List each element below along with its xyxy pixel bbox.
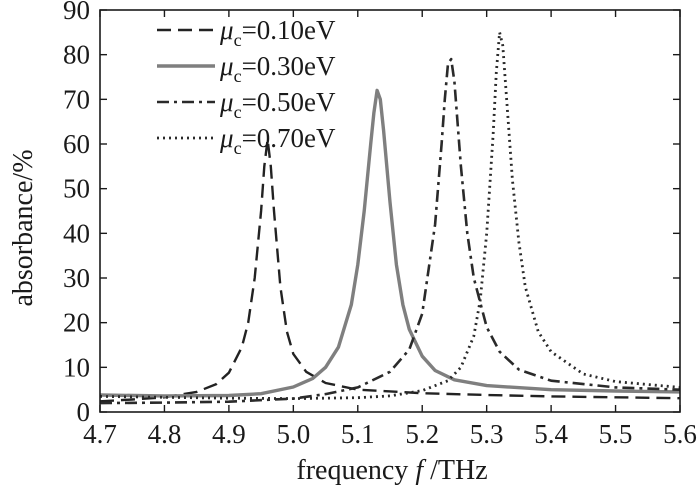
series-line-0	[99, 138, 681, 403]
y-tick-label-5: 50	[63, 174, 90, 204]
y-tick-label-1: 10	[63, 352, 90, 382]
plot-frame	[99, 9, 681, 413]
x-tick-label-2: 4.9	[212, 419, 246, 449]
x-axis-label-prefix: frequency	[296, 455, 415, 486]
series-line-2	[99, 57, 681, 405]
y-tick-label-7: 70	[63, 84, 90, 114]
series-line-1	[99, 88, 681, 398]
legend-label-2: μc=0.50eV	[219, 87, 336, 122]
y-tick-label-6: 60	[63, 129, 90, 159]
x-tick-label-3: 5.0	[276, 419, 310, 449]
x-tick-label-0: 4.7	[83, 419, 117, 449]
x-axis-label-suffix: /THz	[423, 455, 488, 486]
y-tick-label-0: 0	[77, 397, 91, 427]
y-tick-label-2: 20	[63, 308, 90, 338]
x-tick-label-9: 5.6	[663, 419, 697, 449]
y-tick-label-4: 40	[63, 218, 90, 248]
x-tick-label-5: 5.2	[405, 419, 439, 449]
ticks-layer: 4.7 4.8 4.9 5.0 5.1 5.2 5.3 5.4 5.5 5.6 0 10 20 30 40 5…	[63, 0, 697, 449]
series-layer	[99, 30, 681, 405]
legend-label-3: μc=0.70eV	[219, 123, 336, 158]
x-tick-label-1: 4.8	[148, 419, 182, 449]
legend-label-1: μc=0.30eV	[219, 51, 336, 86]
legend-label-0: μc=0.10eV	[219, 15, 336, 50]
y-tick-label-8: 80	[63, 40, 90, 70]
x-tick-label-8: 5.5	[599, 419, 633, 449]
x-tick-label-7: 5.4	[534, 419, 568, 449]
x-tick-label-4: 5.1	[341, 419, 375, 449]
x-tick-label-6: 5.3	[470, 419, 504, 449]
y-tick-label-3: 30	[63, 263, 90, 293]
y-tick-label-9: 90	[63, 0, 90, 25]
x-axis-label-variable: f	[415, 455, 426, 486]
x-axis-label: frequency f /THz	[296, 455, 487, 486]
y-axis-label: absorbance/%	[8, 149, 39, 306]
